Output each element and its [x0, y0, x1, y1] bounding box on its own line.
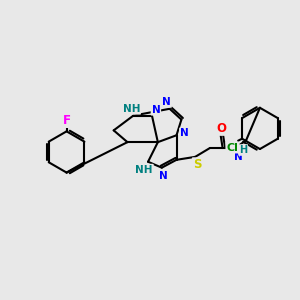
Text: F: F: [63, 114, 70, 127]
Text: N: N: [180, 128, 189, 138]
Text: S: S: [193, 158, 201, 171]
Text: N: N: [162, 97, 171, 107]
Text: H: H: [239, 145, 247, 155]
Text: O: O: [217, 122, 226, 135]
Text: N: N: [159, 170, 168, 181]
Text: Cl: Cl: [226, 142, 238, 152]
Text: N: N: [234, 152, 243, 162]
Text: NH: NH: [135, 165, 153, 175]
Text: N: N: [152, 105, 160, 115]
Text: NH: NH: [123, 104, 140, 114]
